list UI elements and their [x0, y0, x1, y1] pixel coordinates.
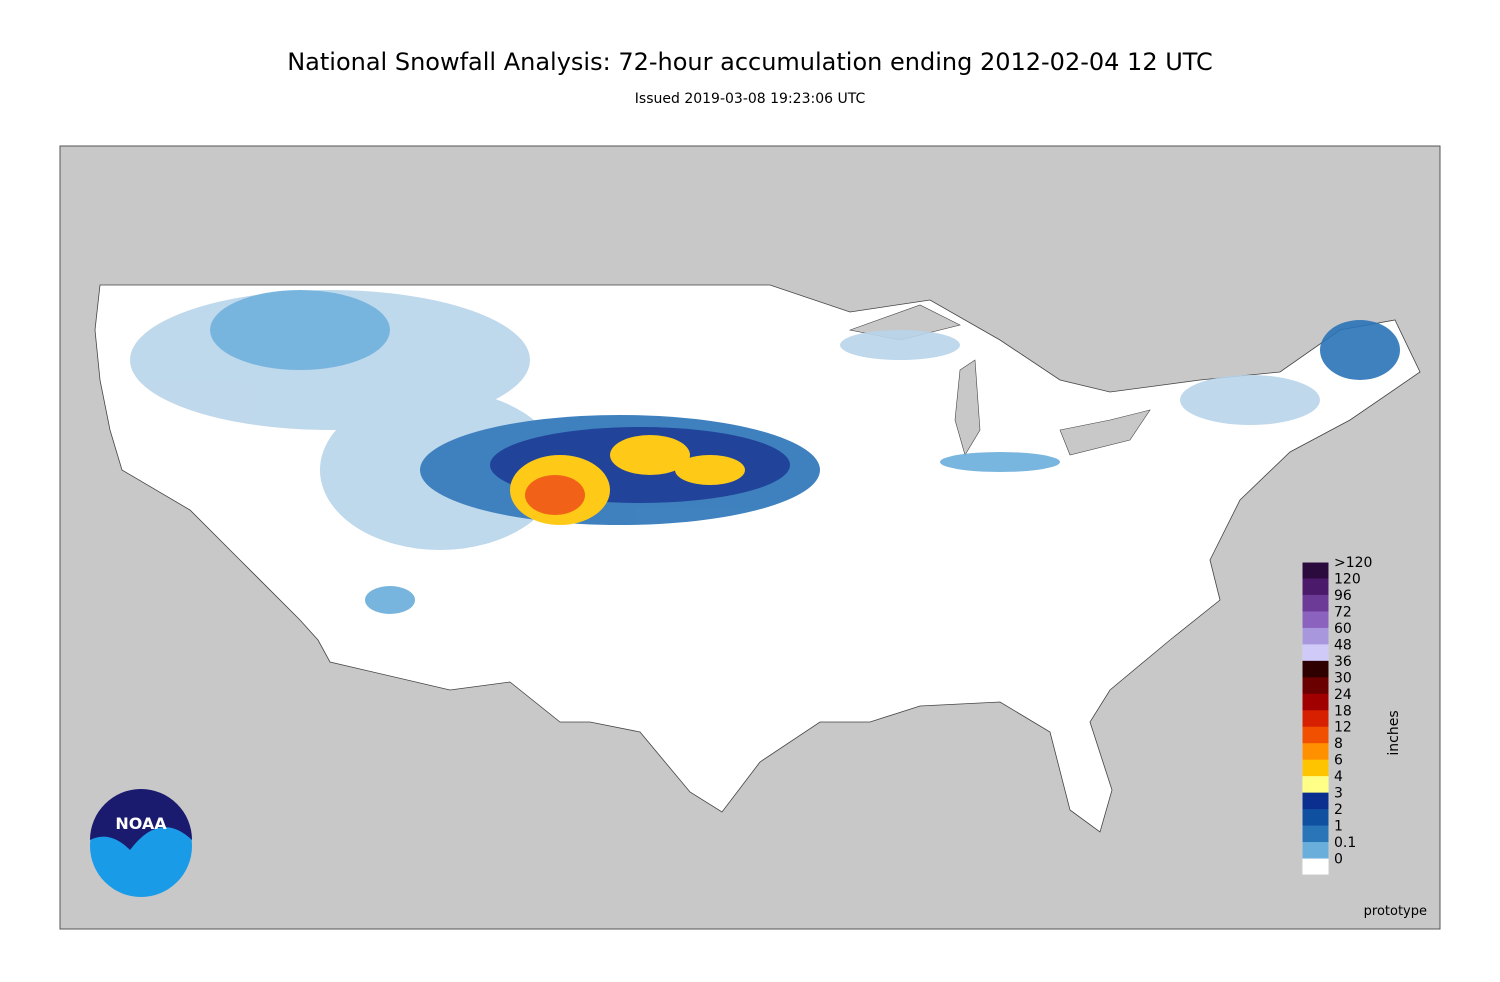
legend-label: 96 [1334, 588, 1352, 604]
legend-swatch [1302, 809, 1329, 827]
legend-label: 18 [1334, 703, 1352, 719]
legend-swatch [1302, 611, 1329, 629]
legend-label: 1 [1334, 819, 1343, 835]
legend-swatch [1302, 660, 1329, 678]
legend-swatch [1302, 759, 1329, 777]
legend-label: 4 [1334, 769, 1343, 785]
legend-label: 36 [1334, 654, 1352, 670]
legend-label: 48 [1334, 637, 1352, 653]
legend-label: 30 [1334, 670, 1352, 686]
great-lakes [848, 304, 1151, 456]
legend-swatch [1302, 562, 1329, 579]
legend-label: 8 [1334, 736, 1343, 752]
legend-swatch [1302, 627, 1329, 645]
legend-swatch [1302, 693, 1329, 711]
subtitle: Issued 2019-03-08 19:23:06 UTC [635, 91, 866, 107]
legend-swatch [1302, 677, 1329, 695]
legend-label: >120 [1334, 555, 1372, 571]
legend-swatch [1302, 825, 1329, 843]
legend-swatch [1302, 644, 1329, 662]
footer: prototype [1364, 904, 1427, 919]
legend-label: 0.1 [1334, 835, 1356, 851]
legend-label: 2 [1334, 802, 1343, 818]
noaa-logo: NOAA [90, 789, 192, 897]
legend-swatch [1302, 792, 1329, 810]
map [59, 145, 1441, 930]
legend-swatch [1302, 710, 1329, 728]
legend-label: 60 [1334, 621, 1352, 637]
legend-swatch [1302, 594, 1329, 612]
legend-label: 6 [1334, 753, 1343, 769]
legend-label: 72 [1334, 604, 1352, 620]
legend-label: 12 [1334, 720, 1352, 736]
legend-swatch [1302, 776, 1329, 794]
legend-swatch [1302, 578, 1329, 596]
legend-label: 120 [1334, 571, 1361, 587]
title: National Snowfall Analysis: 72-hour accu… [287, 48, 1213, 76]
legend-swatch [1302, 842, 1329, 860]
legend-swatch [1302, 726, 1329, 744]
legend-swatch [1302, 743, 1329, 761]
logo-text: NOAA [115, 814, 167, 833]
legend-label: 24 [1334, 687, 1352, 703]
legend-label: 0 [1334, 852, 1343, 868]
snowfall-shading [130, 290, 1400, 614]
legend-unit: inches [1386, 710, 1402, 755]
legend-border [1301, 561, 1330, 876]
legend-label: 3 [1334, 786, 1343, 802]
legend-swatch [1302, 858, 1329, 876]
